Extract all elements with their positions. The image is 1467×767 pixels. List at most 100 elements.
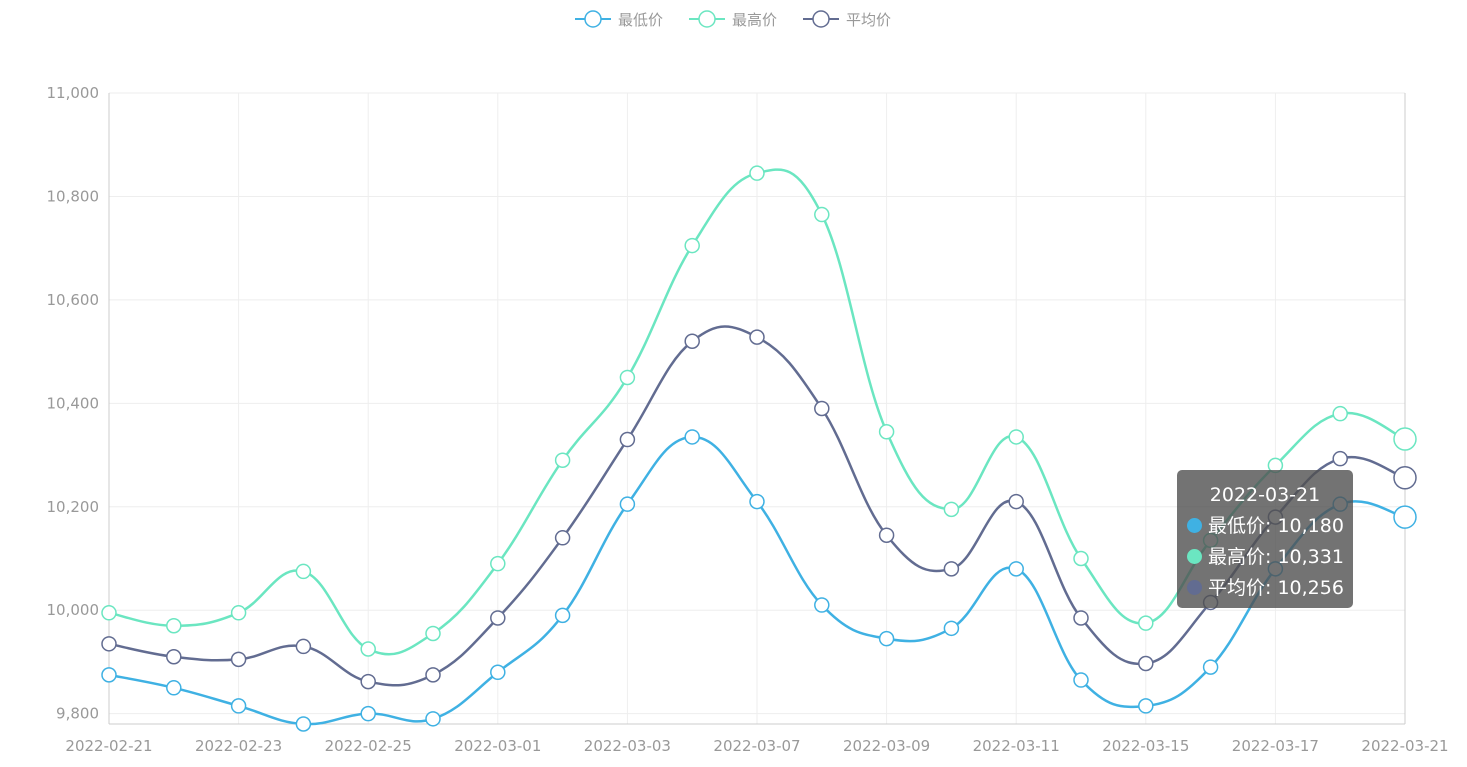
tooltip-dot-min (1187, 518, 1202, 533)
data-point[interactable] (943, 620, 960, 637)
legend-item-0[interactable]: 最低价 (575, 10, 663, 29)
data-point[interactable] (295, 563, 312, 580)
x-tick-label: 2022-03-21 (1361, 737, 1448, 755)
data-point[interactable] (749, 329, 765, 345)
grid-lines (108, 92, 1406, 724)
tooltip-text-avg: 平均价: 10,256 (1208, 577, 1344, 599)
data-point[interactable] (814, 400, 830, 417)
data-point[interactable] (101, 605, 117, 621)
data-point[interactable] (814, 206, 830, 223)
data-point[interactable] (425, 625, 441, 642)
legend-item-2[interactable]: 平均价 (803, 10, 891, 29)
data-point[interactable] (1138, 698, 1154, 714)
data-point[interactable] (360, 673, 376, 690)
tooltip-title: 2022-03-21 (1209, 484, 1321, 506)
tooltip-row-max: 最高价: 10,331 (1187, 542, 1344, 573)
data-point[interactable] (619, 369, 636, 386)
tooltip-dot-max (1187, 549, 1202, 564)
data-point[interactable] (1393, 427, 1417, 451)
data-point[interactable] (554, 452, 571, 468)
data-point[interactable] (1073, 550, 1089, 567)
data-point[interactable] (1008, 561, 1024, 577)
x-tick-label: 2022-03-11 (973, 737, 1060, 755)
data-point[interactable] (1073, 672, 1089, 688)
tooltip-text-min: 最低价: 10,180 (1208, 515, 1344, 537)
tooltip-row-min: 最低价: 10,180 (1187, 511, 1344, 542)
y-tick-label: 10,800 (47, 187, 100, 205)
data-point[interactable] (166, 680, 182, 696)
legend-label: 最高价 (732, 11, 777, 29)
data-point[interactable] (425, 711, 441, 727)
x-tick-label: 2022-03-03 (584, 737, 671, 755)
axes: 9,800 10,000 10,200 10,400 10,600 10,800 11,00… (47, 84, 1449, 755)
y-tick-label: 10,400 (47, 394, 100, 412)
series-1 (101, 165, 1417, 657)
data-point[interactable] (684, 237, 700, 254)
legend-marker (584, 10, 602, 28)
data-point[interactable] (360, 641, 376, 657)
data-point[interactable] (1393, 505, 1417, 529)
data-point[interactable] (230, 698, 247, 714)
y-tick-label: 10,000 (47, 601, 100, 619)
legend-marker (812, 10, 830, 28)
data-point[interactable] (1008, 493, 1024, 510)
data-point[interactable] (878, 527, 895, 543)
data-point[interactable] (943, 501, 960, 518)
y-tick-label: 9,800 (56, 705, 99, 723)
data-point[interactable] (490, 610, 506, 626)
series-2 (101, 325, 1417, 690)
data-point[interactable] (1138, 615, 1154, 631)
data-point[interactable] (619, 431, 636, 448)
legend-item-1[interactable]: 最高价 (689, 10, 777, 29)
x-tick-label: 2022-03-07 (713, 737, 800, 755)
x-tick-label: 2022-02-23 (195, 737, 282, 755)
x-tick-label: 2022-03-15 (1102, 737, 1189, 755)
data-point[interactable] (878, 424, 895, 440)
data-point[interactable] (230, 605, 247, 621)
series-line (108, 325, 1406, 687)
x-tick-label: 2022-03-17 (1232, 737, 1319, 755)
data-point[interactable] (295, 638, 312, 655)
legend[interactable]: 最低价 最高价 平均价 (575, 10, 891, 29)
data-point[interactable] (360, 705, 376, 722)
data-point[interactable] (101, 636, 117, 652)
data-point[interactable] (943, 561, 960, 577)
data-point[interactable] (230, 651, 247, 668)
data-point[interactable] (1008, 429, 1024, 445)
data-point[interactable] (1202, 659, 1219, 675)
x-tick-label: 2022-03-01 (454, 737, 541, 755)
data-point[interactable] (1393, 466, 1417, 490)
data-point[interactable] (166, 649, 182, 665)
legend-label: 平均价 (846, 11, 891, 29)
data-point[interactable] (1073, 610, 1089, 626)
data-point[interactable] (490, 664, 506, 681)
y-tick-label: 10,600 (47, 291, 100, 309)
y-tick-label: 10,200 (47, 498, 100, 516)
data-point[interactable] (490, 555, 506, 572)
legend-marker (698, 10, 716, 28)
data-point[interactable] (814, 597, 830, 613)
data-point[interactable] (619, 496, 636, 512)
data-point[interactable] (878, 630, 895, 647)
tooltip-row-avg: 平均价: 10,256 (1187, 573, 1344, 604)
y-tick-label: 11,000 (47, 84, 100, 102)
data-point[interactable] (101, 667, 117, 683)
series-lines (101, 165, 1417, 732)
tooltip: 2022-03-21 最低价: 10,180 最高价: 10,331 平均价: … (1177, 470, 1353, 608)
data-point[interactable] (1332, 405, 1348, 422)
data-point[interactable] (1332, 450, 1348, 467)
series-line (108, 168, 1406, 656)
data-point[interactable] (425, 667, 441, 683)
data-point[interactable] (554, 530, 571, 546)
data-point[interactable] (554, 607, 571, 624)
data-point[interactable] (166, 617, 182, 634)
data-point[interactable] (295, 716, 312, 732)
data-point[interactable] (684, 333, 700, 350)
x-tick-label: 2022-02-21 (65, 737, 152, 755)
series-0 (101, 429, 1417, 732)
data-point[interactable] (684, 429, 700, 445)
data-point[interactable] (749, 165, 765, 181)
data-point[interactable] (1138, 655, 1154, 672)
data-point[interactable] (749, 493, 765, 510)
